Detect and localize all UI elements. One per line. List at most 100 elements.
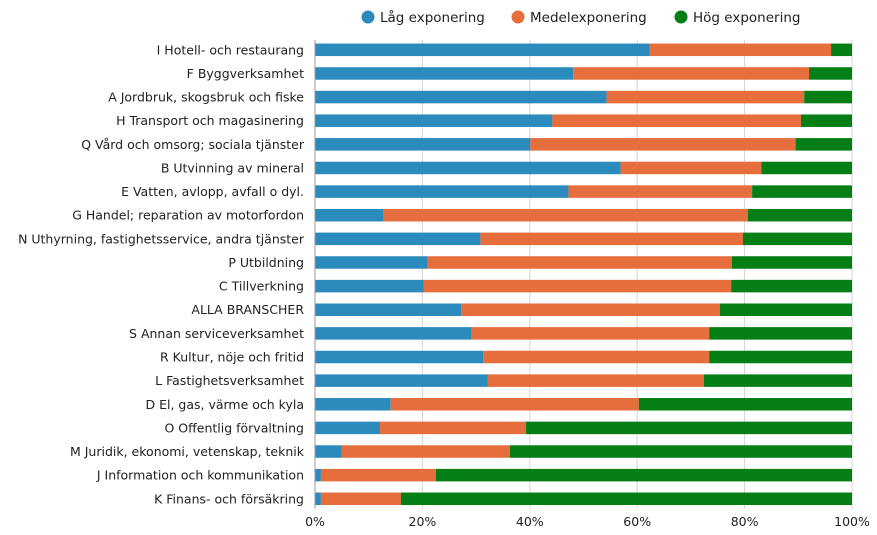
bar-segment-medium-exposure [483, 350, 710, 364]
bar-row [315, 398, 852, 411]
category-label: N Uthyrning, fastighetsservice, andra tj… [18, 231, 305, 246]
bar-segment-medium-exposure [320, 492, 401, 506]
legend-marker-icon [674, 10, 688, 24]
bar-segment-low-exposure [315, 445, 342, 458]
bar-row [315, 279, 852, 293]
bar-segment-low-exposure [315, 185, 569, 198]
bar-segment-high-exposure [526, 421, 852, 435]
bar-segment-high-exposure [761, 161, 852, 175]
bar-segment-medium-exposure [480, 232, 743, 246]
category-label: S Annan serviceverksamhet [129, 326, 304, 341]
bar-segment-high-exposure [709, 350, 852, 364]
bar-segment-medium-exposure [341, 445, 510, 458]
category-label: A Jordbruk, skogsbruk och fiske [108, 90, 304, 105]
bar-segment-high-exposure [731, 256, 852, 269]
bar-segment-high-exposure [804, 90, 852, 104]
category-label: K Finans- och försäkring [154, 491, 304, 506]
bar-segment-medium-exposure [383, 208, 748, 222]
x-tick-labels: 0% 20% 40% 60% 80% 100% [305, 514, 870, 529]
bar-segment-low-exposure [315, 398, 391, 411]
bar-segment-medium-exposure [649, 43, 832, 57]
bar-segment-medium-exposure [427, 256, 732, 269]
bar-row [315, 208, 852, 222]
bar-segment-low-exposure [315, 208, 384, 222]
bar-segment-medium-exposure [390, 398, 639, 411]
bar-segment-medium-exposure [606, 90, 805, 104]
bar-segment-medium-exposure [568, 185, 753, 198]
bar-segment-low-exposure [315, 421, 380, 435]
category-label: M Juridik, ekonomi, vetenskap, teknik [70, 444, 305, 459]
bar-row [315, 232, 852, 246]
bar-row [315, 114, 852, 127]
bar-segment-medium-exposure [379, 421, 527, 435]
bar-row [315, 161, 852, 175]
bar-row [315, 90, 852, 104]
bar-segment-low-exposure [315, 468, 321, 482]
bar-row [315, 138, 852, 151]
x-tick-label: 60% [623, 514, 651, 529]
bar-segment-low-exposure [315, 350, 484, 364]
bar-segment-high-exposure [809, 67, 852, 80]
bar-row [315, 256, 852, 269]
bar-segment-high-exposure [731, 279, 852, 293]
category-label: F Byggverksamhet [187, 66, 304, 81]
bar-row [315, 421, 852, 435]
category-label: C Tillverkning [219, 279, 304, 294]
bar-segment-high-exposure [719, 303, 852, 316]
bar-segment-low-exposure [315, 327, 472, 340]
bar-segment-low-exposure [315, 303, 462, 316]
bar-segment-medium-exposure [620, 161, 762, 175]
bar-segment-high-exposure [509, 445, 852, 458]
bar-segment-high-exposure [800, 114, 852, 127]
bar-segment-high-exposure [703, 374, 852, 387]
category-label: J Information och kommunikation [96, 468, 304, 483]
category-label: D El, gas, värme och kyla [145, 397, 304, 412]
bar-segment-high-exposure [831, 43, 852, 57]
bar-segment-medium-exposure [423, 279, 732, 293]
x-tick-label: 0% [305, 514, 325, 529]
legend-item: Låg exponering [361, 9, 485, 26]
category-label: O Offentlig förvaltning [164, 420, 304, 435]
bar-segment-high-exposure [795, 138, 852, 151]
bar-row [315, 327, 852, 340]
category-label: G Handel; reparation av motorfordon [72, 208, 304, 223]
bar-segment-high-exposure [400, 492, 852, 506]
bar-segment-low-exposure [315, 67, 574, 80]
bar-segment-high-exposure [742, 232, 852, 246]
bar-segment-high-exposure [638, 398, 852, 411]
bar-segment-medium-exposure [320, 468, 436, 482]
bar-row [315, 350, 852, 364]
legend-item: Hög exponering [674, 10, 800, 26]
legend-label: Låg exponering [380, 9, 485, 26]
category-label: R Kultur, nöje och fritid [160, 350, 304, 365]
legend: Låg exponering Medelexponering Hög exponer… [361, 9, 800, 26]
bar-segment-high-exposure [435, 468, 852, 482]
category-label: H Transport och magasinering [116, 113, 304, 128]
bar-row [315, 67, 852, 80]
legend-marker-icon [361, 10, 375, 24]
category-label: Q Vård och omsorg; sociala tjänster [81, 137, 305, 152]
bar-row [315, 492, 852, 506]
bar-segment-low-exposure [315, 90, 607, 104]
legend-marker-icon [511, 10, 525, 24]
category-label: I Hotell- och restaurang [157, 42, 304, 57]
legend-label: Hög exponering [693, 10, 800, 26]
bar-segment-low-exposure [315, 232, 481, 246]
bar-row [315, 468, 852, 482]
bar-segment-high-exposure [747, 208, 852, 222]
bars [315, 43, 852, 506]
x-tick-label: 20% [409, 514, 437, 529]
category-label: ALLA BRANSCHER [191, 302, 304, 317]
bar-segment-high-exposure [709, 327, 852, 340]
bar-segment-low-exposure [315, 279, 424, 293]
x-tick-label: 40% [516, 514, 544, 529]
bar-segment-medium-exposure [471, 327, 710, 340]
bar-segment-low-exposure [315, 138, 531, 151]
category-label: L Fastighetsverksamhet [155, 373, 304, 388]
bar-row [315, 185, 852, 198]
bar-segment-medium-exposure [573, 67, 810, 80]
category-label: E Vatten, avlopp, avfall o dyl. [121, 184, 304, 199]
legend-label: Medelexponering [530, 10, 647, 26]
bar-segment-low-exposure [315, 492, 321, 506]
bar-row [315, 374, 852, 387]
